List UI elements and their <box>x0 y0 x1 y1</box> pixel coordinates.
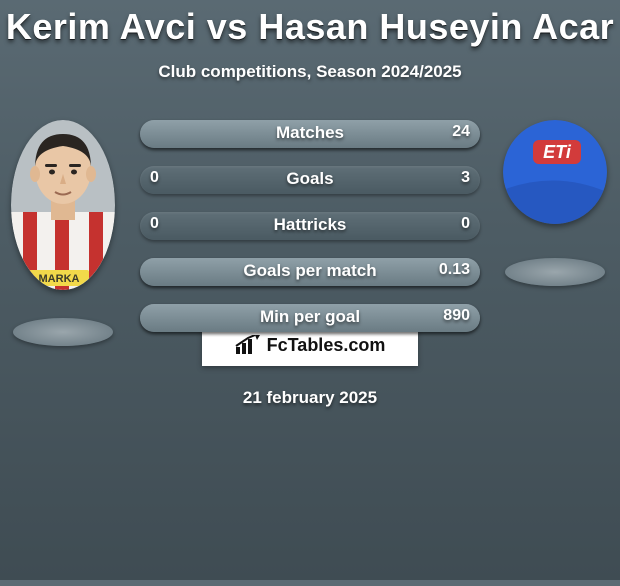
stat-row-goals-per-match: Goals per match 0.13 <box>140 258 480 286</box>
stat-left-value: 0 <box>150 169 159 187</box>
page-title: Kerim Avci vs Hasan Huseyin Acar <box>0 6 620 48</box>
stat-right-value: 890 <box>443 307 470 325</box>
stat-fill <box>140 120 480 148</box>
avatar-right: ETi <box>503 120 607 224</box>
avatar-left: MARKA <box>11 120 115 290</box>
stat-label: Goals <box>140 169 480 189</box>
stat-left-value: 0 <box>150 215 159 233</box>
stat-right-value: 24 <box>452 123 470 141</box>
player-right-shadow <box>505 258 605 286</box>
svg-text:ETi: ETi <box>543 142 572 162</box>
stat-label: Hattricks <box>140 215 480 235</box>
stat-right-value: 0.13 <box>439 261 470 279</box>
player-left: MARKA <box>8 120 118 346</box>
subtitle: Club competitions, Season 2024/2025 <box>0 62 620 82</box>
svg-text:MARKA: MARKA <box>39 273 80 285</box>
stat-row-hattricks: 0 Hattricks 0 <box>140 212 480 240</box>
stat-fill <box>140 304 480 332</box>
player-right: ETi <box>500 120 610 286</box>
stat-bars: Matches 24 0 Goals 3 0 Hattricks 0 Goals… <box>140 120 480 350</box>
stat-row-matches: Matches 24 <box>140 120 480 148</box>
stat-row-goals: 0 Goals 3 <box>140 166 480 194</box>
stat-row-min-per-goal: Min per goal 890 <box>140 304 480 332</box>
player-left-shadow <box>13 318 113 346</box>
stat-right-value: 3 <box>461 169 470 187</box>
stat-right-value: 0 <box>461 215 470 233</box>
date-footer: 21 february 2025 <box>0 388 620 408</box>
stat-fill <box>140 258 480 286</box>
